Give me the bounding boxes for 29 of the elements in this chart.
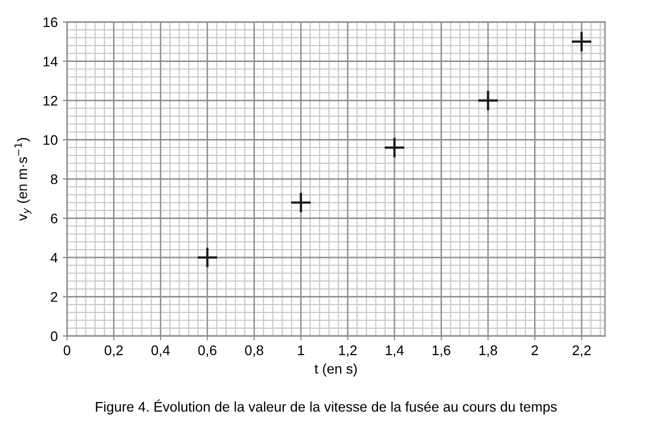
x-tick-label: 1,6 [432, 345, 450, 357]
y-tick-label: 4 [50, 252, 58, 263]
y-tick-label: 2 [50, 292, 58, 302]
x-tick-label: 2,2 [572, 345, 591, 357]
y-tick-label: 8 [50, 174, 58, 184]
x-tick-label: 0,6 [198, 345, 216, 357]
point [384, 136, 406, 158]
point [196, 246, 218, 268]
y-tick-label: 14 [44, 56, 58, 66]
x-tick-label: 1,8 [479, 345, 498, 357]
point [477, 90, 499, 112]
text: Figure 4. Évolution de la valeur de la vitesse de la fusée au cours du temps [96, 400, 557, 414]
point [570, 30, 592, 52]
x-axis-title: t (en s) [314, 364, 357, 376]
x-tick-label: 0,8 [245, 345, 264, 357]
y-tick-label: 16 [44, 17, 58, 28]
x-tick-label: 1 [298, 346, 304, 356]
x-tick-label: 1,4 [386, 346, 404, 357]
y-tick-label: 0 [50, 331, 58, 342]
x-tick-label: 0,4 [151, 345, 170, 357]
x-tick-label: 1,2 [339, 345, 357, 357]
y-tick-label: 6 [50, 214, 58, 224]
y-tick-label: 10 [44, 135, 58, 145]
y-axis-title: v$_{y}$ (en m·s$^{−1}$) [14, 138, 32, 221]
x-tick-label: 0,2 [104, 345, 123, 357]
x-tick-label: 0 [64, 345, 70, 356]
x-tick-label: 2 [532, 345, 538, 356]
point [290, 192, 312, 214]
y-tick-label: 12 [44, 96, 58, 106]
